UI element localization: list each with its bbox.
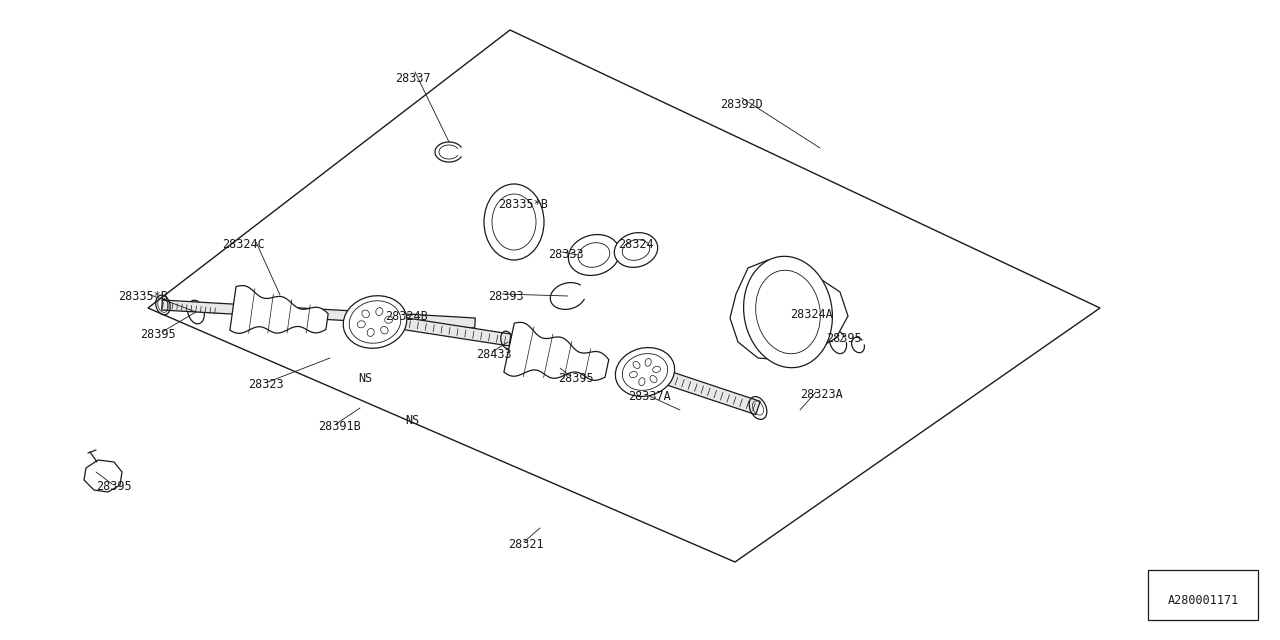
Bar — [1148, 570, 1258, 620]
Ellipse shape — [492, 194, 536, 250]
Ellipse shape — [744, 257, 832, 367]
Polygon shape — [161, 300, 475, 328]
Text: 28323A: 28323A — [800, 388, 842, 401]
Ellipse shape — [579, 243, 609, 268]
Polygon shape — [504, 323, 609, 380]
Text: 28335*B: 28335*B — [498, 198, 548, 211]
Text: 28323: 28323 — [248, 378, 284, 391]
Polygon shape — [730, 260, 849, 360]
Text: 28324A: 28324A — [790, 308, 833, 321]
Polygon shape — [230, 285, 328, 333]
Ellipse shape — [622, 354, 668, 390]
Text: 28433: 28433 — [476, 348, 512, 361]
Text: 28333: 28333 — [548, 248, 584, 261]
Polygon shape — [84, 460, 122, 492]
Text: 28395: 28395 — [826, 332, 861, 345]
Text: 28324C: 28324C — [221, 238, 265, 251]
Ellipse shape — [484, 184, 544, 260]
Polygon shape — [399, 317, 511, 346]
Text: 28324: 28324 — [618, 238, 654, 251]
Text: 28335*B: 28335*B — [118, 290, 168, 303]
Text: 28391B: 28391B — [317, 420, 361, 433]
Text: 28392D: 28392D — [719, 98, 763, 111]
Text: NS: NS — [404, 414, 420, 427]
Text: 28395: 28395 — [96, 480, 132, 493]
Text: NS: NS — [358, 372, 372, 385]
Text: 28337A: 28337A — [628, 390, 671, 403]
Text: 28337: 28337 — [396, 72, 430, 85]
Ellipse shape — [616, 348, 675, 396]
Ellipse shape — [349, 301, 401, 343]
Text: A280001171: A280001171 — [1169, 594, 1239, 607]
Ellipse shape — [343, 296, 407, 348]
Text: 28395: 28395 — [558, 372, 594, 385]
Ellipse shape — [568, 234, 620, 275]
Text: 28393: 28393 — [488, 290, 524, 303]
Ellipse shape — [614, 232, 658, 268]
Ellipse shape — [755, 270, 820, 354]
Polygon shape — [666, 371, 760, 415]
Ellipse shape — [622, 240, 650, 260]
Text: 28321: 28321 — [508, 538, 544, 551]
Text: 28395: 28395 — [140, 328, 175, 341]
Text: 28324B: 28324B — [385, 310, 428, 323]
